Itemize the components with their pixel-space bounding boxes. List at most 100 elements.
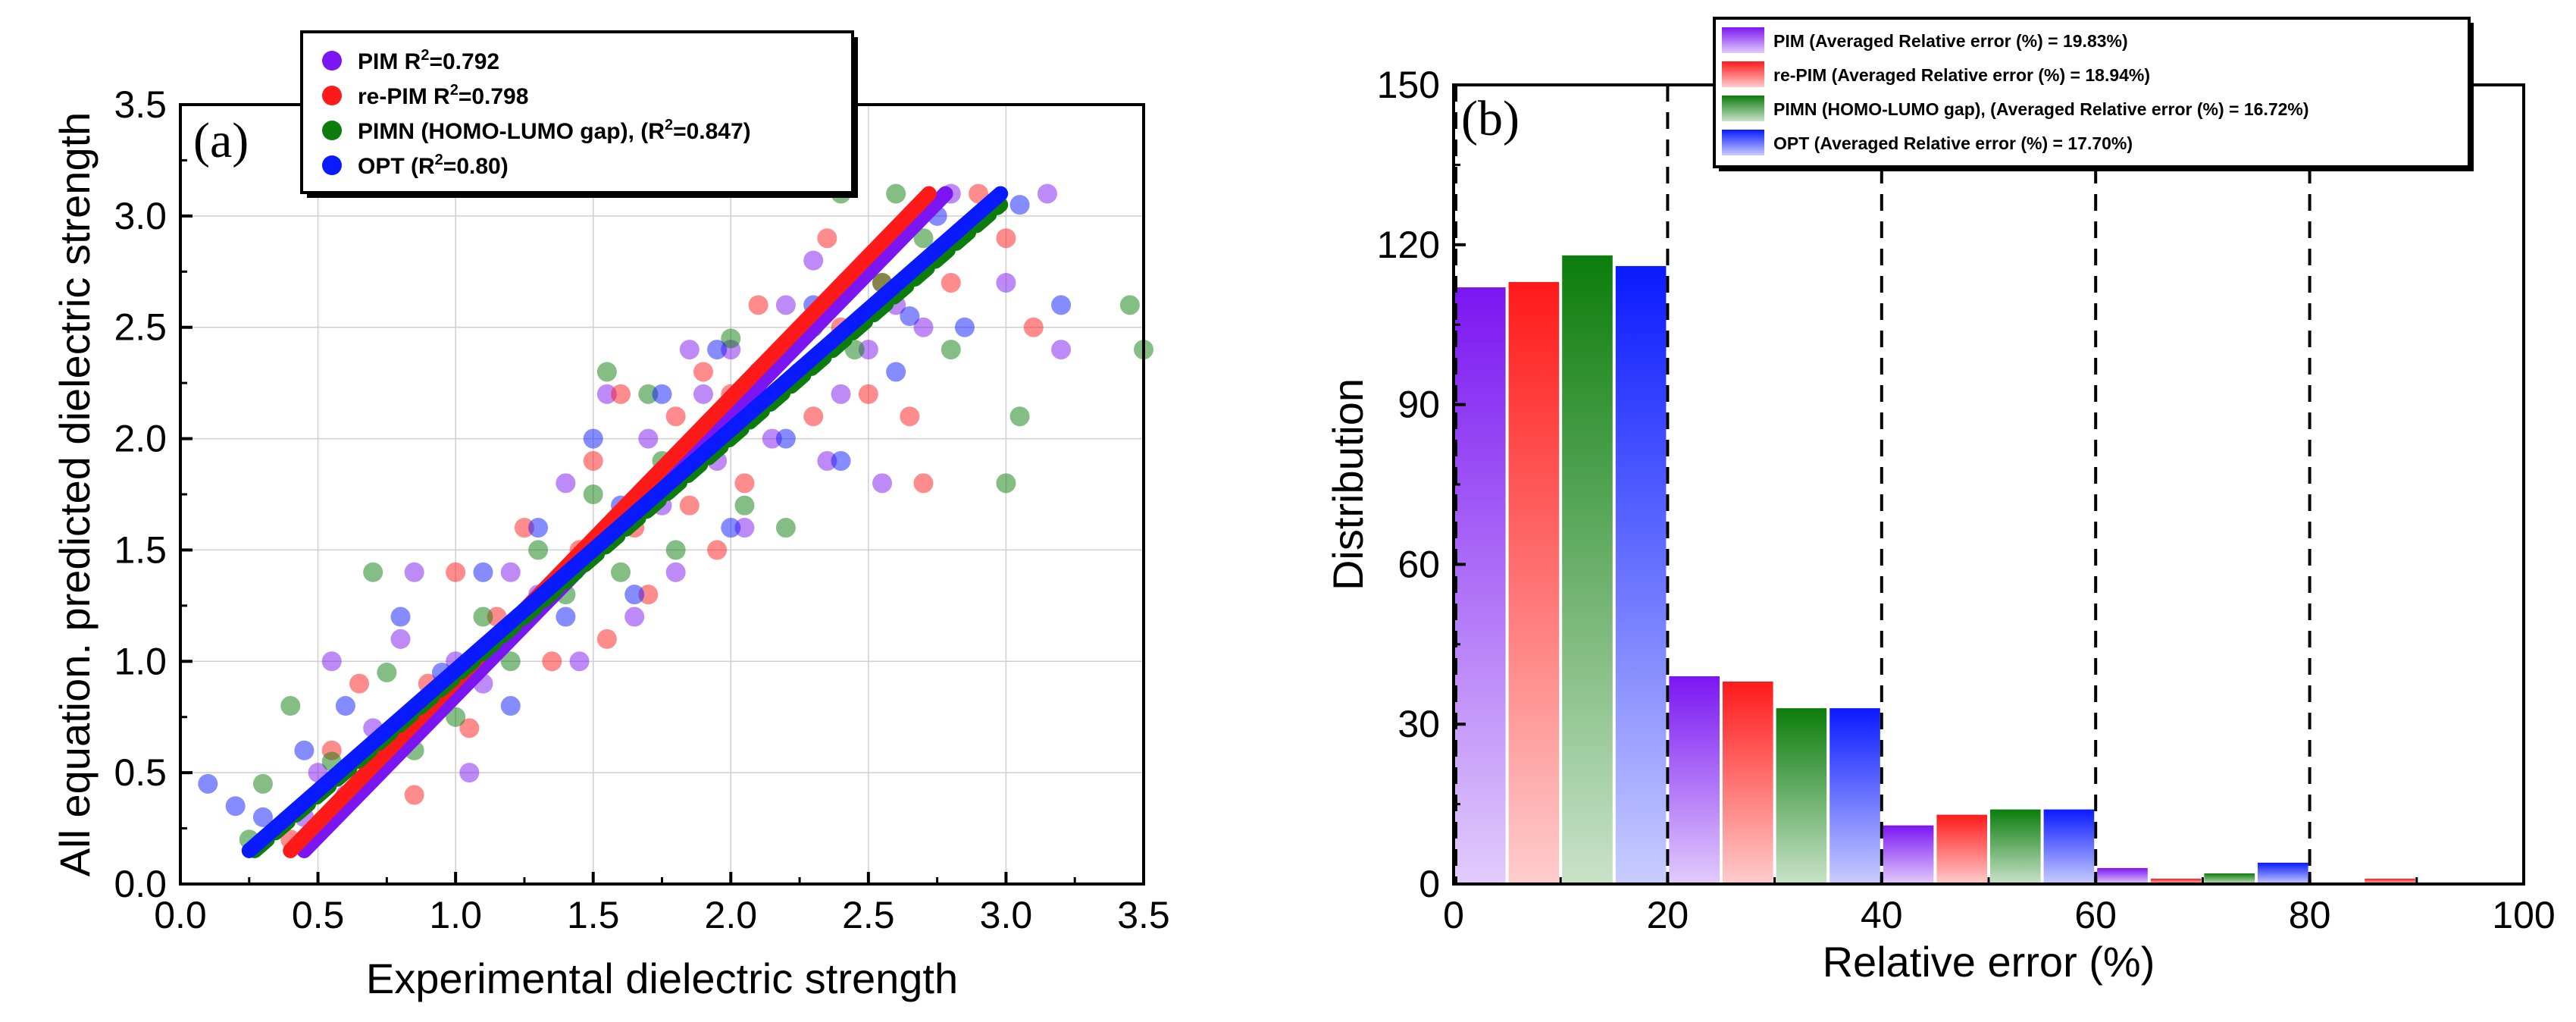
data-point: [514, 518, 534, 538]
panel-label: (b): [1461, 91, 1520, 146]
x-tick-label: 100: [2492, 894, 2555, 936]
plot-frame: [1452, 83, 2525, 886]
legend-entry: OPT (R2=0.80): [358, 152, 509, 179]
legend-box: [300, 30, 854, 194]
data-point: [1023, 317, 1044, 337]
bin-divider-lines: [1454, 85, 2312, 884]
y-tick-label: 30: [1398, 703, 1440, 745]
data-point: [679, 495, 700, 516]
data-point: [665, 562, 686, 582]
data-point: [886, 362, 906, 382]
y-tick-label: 2.5: [114, 306, 167, 349]
data-point: [665, 540, 686, 560]
data-point: [734, 518, 755, 538]
data-point: [886, 183, 906, 204]
bar: [2043, 809, 2095, 884]
data-point: [638, 585, 659, 605]
data-point: [996, 473, 1016, 494]
data-point: [913, 228, 934, 249]
data-point: [583, 450, 603, 471]
x-tick-label: 0.5: [292, 894, 345, 936]
y-axis-title: All equation. predicted dielectric stren…: [51, 112, 99, 877]
data-point: [775, 518, 796, 538]
data-point: [748, 295, 768, 315]
fit-lines: [241, 186, 1009, 858]
data-point: [734, 495, 755, 516]
y-tick-label: 1.0: [114, 640, 167, 682]
data-point: [679, 340, 700, 360]
legend-entry: PIMN (HOMO-LUMO gap), (Averaged Relative…: [1773, 99, 2309, 119]
x-tick-label: 3.5: [1117, 894, 1170, 936]
data-point: [542, 651, 562, 672]
x-tick-label: 0.0: [154, 894, 207, 936]
histogram-bars: [1455, 255, 2415, 885]
data-point: [817, 450, 837, 471]
scatter-points: [198, 183, 1153, 850]
x-tick-label: 20: [1647, 894, 1689, 936]
data-point: [665, 406, 686, 427]
data-point: [225, 796, 246, 817]
x-tick-label: 40: [1861, 894, 1903, 936]
bar: [1455, 287, 1506, 885]
data-point: [349, 673, 370, 694]
data-point: [556, 607, 576, 627]
data-point: [459, 718, 480, 738]
bar: [2150, 878, 2202, 884]
data-point: [707, 340, 728, 360]
x-tick-label: 1.0: [429, 894, 482, 936]
y-tick-label: 0: [1419, 863, 1440, 905]
x-tick-label: 3.0: [980, 894, 1033, 936]
x-axis-title: Relative error (%): [1823, 938, 2155, 986]
data-point: [954, 317, 975, 337]
data-point: [583, 484, 603, 504]
legend-swatch: [1722, 61, 1764, 87]
legend-marker: [322, 121, 342, 140]
bar: [1829, 708, 1880, 884]
bar: [2365, 878, 2415, 884]
data-point: [913, 317, 934, 337]
bar: [1562, 255, 1613, 884]
data-point: [707, 540, 728, 560]
y-tick-label: 2.0: [114, 418, 167, 460]
data-point: [638, 384, 659, 404]
data-point: [446, 562, 466, 582]
y-tick-label: 90: [1398, 384, 1440, 426]
bar: [1615, 265, 1667, 884]
bar: [1936, 814, 1987, 884]
legend-entry: re-PIM (Averaged Relative error (%) = 18…: [1773, 65, 2150, 85]
y-tick-label: 0.5: [114, 751, 167, 794]
y-tick-label: 60: [1398, 543, 1440, 585]
data-point: [831, 384, 851, 404]
data-point: [624, 585, 645, 605]
legend: PIM (Averaged Relative error (%) = 19.83…: [1713, 17, 2474, 171]
data-point: [500, 651, 521, 672]
legend: PIM R2=0.792 re-PIM R2=0.798 PIMN (HOMO-LU…: [300, 30, 858, 198]
x-axis-title: Experimental dielectric strength: [366, 955, 958, 1002]
fit-line: [283, 186, 937, 858]
axis-ticks: 0 20 40 60 80 100 0 30 60 90 120 150: [1377, 64, 2556, 936]
y-axis-title: Distribution: [1324, 378, 1372, 591]
y-tick-label: 150: [1377, 64, 1440, 106]
data-point: [390, 629, 411, 649]
data-point: [446, 707, 466, 727]
bar: [1723, 681, 1773, 884]
legend-box: [1713, 17, 2471, 168]
fit-line: [241, 186, 1009, 858]
bar-panel: 0 20 40 60 80 100 0 30 60 90 120 150 (b) Relative e…: [1324, 17, 2556, 986]
data-point: [817, 228, 837, 249]
x-tick-label: 80: [2289, 894, 2331, 936]
y-tick-label: 3.0: [114, 195, 167, 237]
legend-entry: PIM (Averaged Relative error (%) = 19.83…: [1773, 31, 2128, 51]
y-tick-label: 1.5: [114, 528, 167, 571]
legend-marker: [322, 155, 342, 175]
data-point: [941, 272, 961, 293]
data-point: [459, 763, 480, 783]
data-point: [321, 651, 342, 672]
legend-marker: [322, 51, 342, 71]
data-point: [721, 328, 741, 349]
data-point: [528, 518, 549, 538]
data-point: [528, 540, 549, 560]
data-point: [858, 340, 878, 360]
x-tick-label: 60: [2074, 894, 2117, 936]
